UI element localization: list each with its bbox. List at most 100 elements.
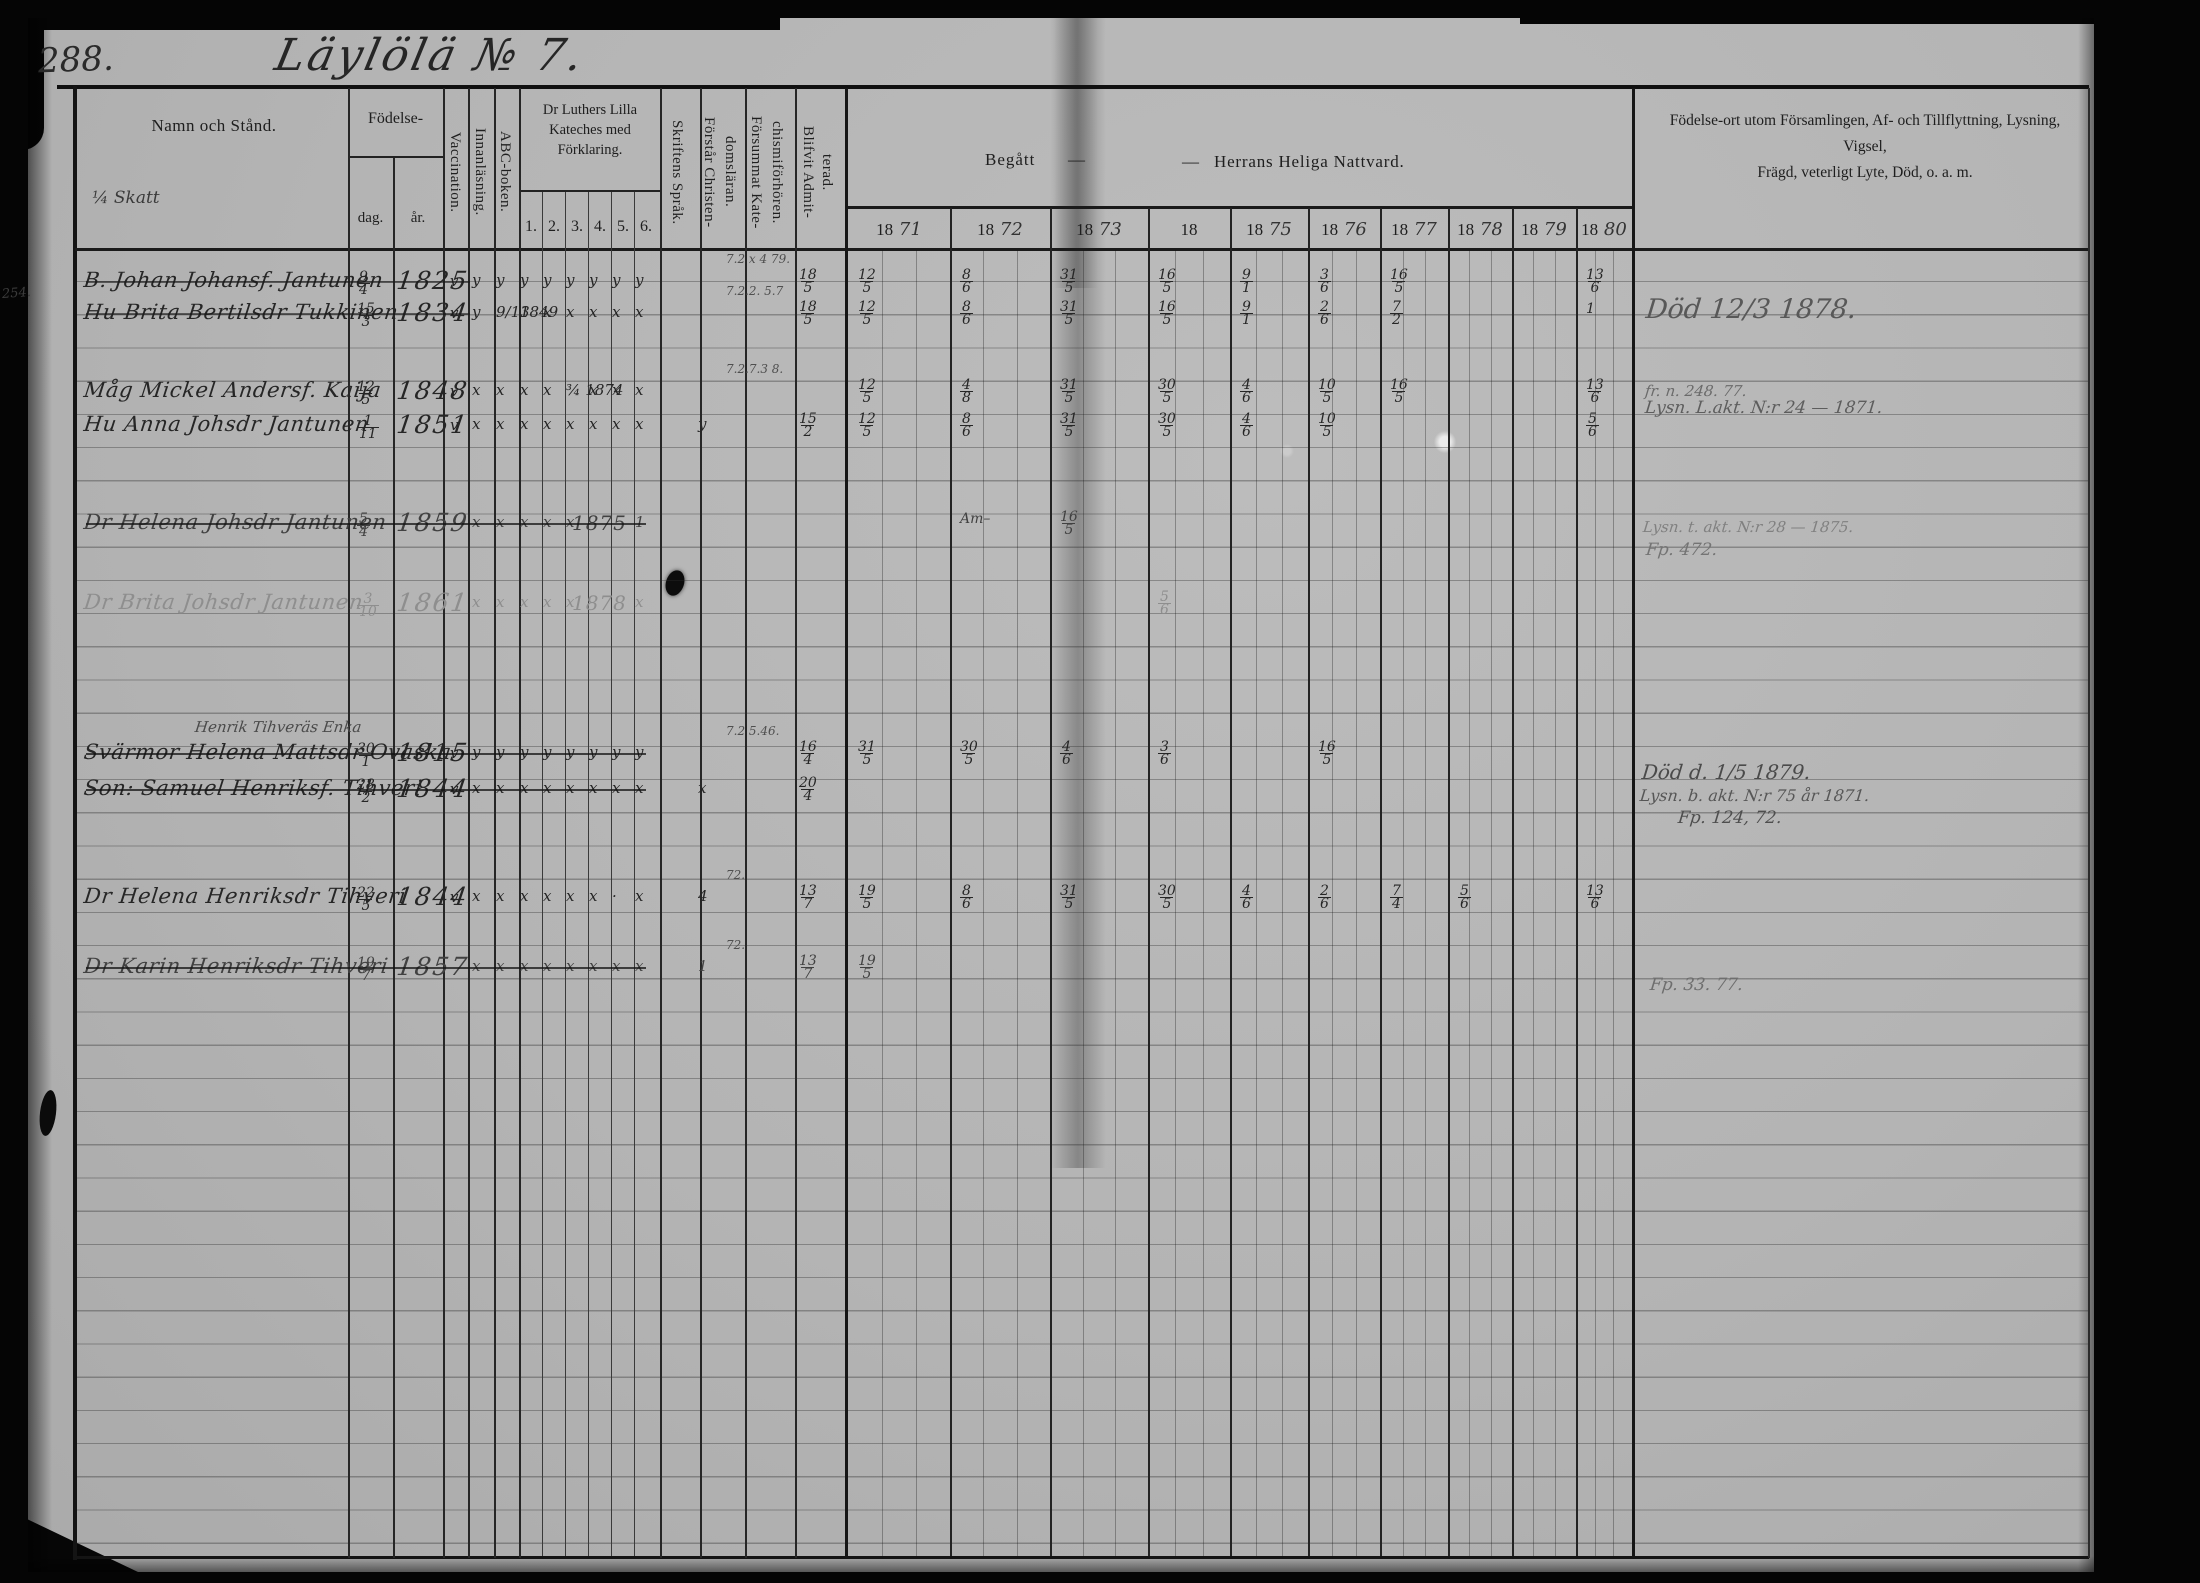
grid-line: [916, 250, 917, 1556]
kateches-mark: x: [543, 887, 552, 905]
communion-date: 31 5: [1060, 267, 1078, 296]
kateches-mark: x: [635, 303, 644, 321]
grid-line: [588, 192, 590, 1556]
page-title: Läylölä № 7.: [270, 30, 591, 81]
kateches-mark: x: [566, 957, 575, 975]
header-blifvit-line1: Blifvit Admit-: [800, 125, 816, 219]
annotation-note: Fp. 472.: [1644, 540, 1719, 560]
year-label: 18 75: [1246, 219, 1292, 240]
header-skriftens-sprak: Skriftens Språk.: [669, 119, 685, 225]
fold-crease: [1050, 18, 1106, 1168]
scan-edge-top-right: [1520, 0, 2200, 24]
kateches-mark: y: [635, 271, 644, 289]
kateches-mark: x: [472, 415, 481, 433]
sprak-mark: 4: [698, 887, 708, 905]
kateches-mark: 1: [635, 513, 645, 531]
kateches-mark: x: [566, 513, 575, 531]
grid-line: [845, 206, 1632, 209]
admitted-date: 18 5: [799, 267, 817, 296]
sprak-note: 72.: [726, 868, 746, 882]
annotation-note: Lysn. L.akt. N:r 24 — 1871.: [1643, 398, 1884, 418]
grid-line: [1491, 250, 1492, 1556]
grid-line: [795, 88, 797, 1558]
grid-line: [348, 156, 443, 158]
paper-fleck-small: [1280, 444, 1294, 458]
kateches-mark: x: [472, 513, 481, 531]
kateches-mark: x: [543, 513, 552, 531]
birth-day: 28 2: [357, 777, 375, 806]
admitted-date: 20 4: [799, 775, 817, 804]
row-name: Dr Helena Johsdr Jantunen: [82, 510, 389, 534]
year-label: 18 78: [1457, 219, 1503, 240]
kateches-mark: y: [543, 271, 552, 289]
kateches-mark: y: [566, 743, 575, 761]
grid-line: [348, 88, 350, 1558]
communion-date: 16 5: [1158, 299, 1176, 328]
birth-year: 1861: [394, 588, 471, 617]
year-label: 18 79: [1521, 219, 1567, 240]
kateches-mark: x: [612, 415, 621, 433]
year-label: 18 76: [1321, 219, 1367, 240]
grid-line: [1115, 250, 1116, 1556]
communion-date: 31 5: [858, 739, 876, 768]
communion-date: 30 5: [960, 739, 978, 768]
kateches-mark: x: [543, 593, 552, 611]
grid-line: [1403, 250, 1404, 1556]
grid-line: [1175, 250, 1176, 1556]
birth-year: 1844: [394, 882, 471, 911]
communion-date: 13 6: [1586, 267, 1604, 296]
year-label: 18 71: [876, 219, 922, 240]
header-namn: Namn och Stånd.: [151, 116, 277, 135]
communion-date: 10 5: [1318, 377, 1336, 406]
year-label: 18: [1180, 220, 1198, 239]
vaccination-mark: v: [450, 382, 459, 400]
grid-line: [443, 88, 445, 1558]
grid-line: [86, 753, 646, 756]
communion-date: 19 5: [858, 953, 876, 982]
kateches-mark: x: [635, 779, 644, 797]
communion-date: 16 5: [1390, 377, 1408, 406]
kateches-mark: y: [472, 303, 481, 321]
communion-date: 12 5: [858, 377, 876, 406]
row-name: Måg Mickel Andersf. Kaija: [82, 378, 383, 402]
kateches-mark: x: [566, 887, 575, 905]
annotation-note: Lysn. t. akt. N:r 28 — 1875.: [1642, 518, 1855, 536]
grid-line: [468, 88, 470, 1558]
grid-line: [1380, 208, 1382, 1556]
kateches-mark: x: [496, 513, 505, 531]
kateches-mark: x: [543, 303, 552, 321]
kateches-mark: y: [612, 743, 621, 761]
grid-line: [1555, 250, 1556, 1556]
kateches-mark: y: [496, 743, 505, 761]
grid-line: [1017, 250, 1018, 1556]
header-begatt: Begått: [985, 150, 1036, 169]
header-forstar-line2: domsläran.: [722, 136, 738, 208]
fold-crease-top: [1054, 18, 1098, 288]
grid-line: [86, 313, 470, 315]
kateches-mark: x: [635, 381, 644, 399]
kateches-mark: x: [589, 779, 598, 797]
kateches-mark: x: [520, 593, 529, 611]
kateches-mark: y: [520, 271, 529, 289]
gutter-shadow: [28, 18, 52, 1572]
grid-line: [1533, 250, 1534, 1556]
grid-line: [1308, 208, 1310, 1556]
year-label: 18 77: [1391, 219, 1437, 240]
kateches-col-number: 3.: [571, 218, 583, 235]
row-name: Dr Brita Johsdr Jantunen: [82, 590, 365, 614]
kateches-mark: x: [496, 381, 505, 399]
kateches-mark: x: [566, 593, 575, 611]
communion-date: 31 5: [1060, 299, 1078, 328]
grid-line: [1203, 250, 1204, 1556]
communion-date: 13 6: [1586, 377, 1604, 406]
sprak-note: 72.: [726, 938, 746, 952]
kateches-mark: x: [496, 779, 505, 797]
grid-line: [1332, 250, 1333, 1556]
birth-year: 1848: [394, 376, 471, 405]
row-name: Hu Brita Bertilsdr Tukkinen: [82, 300, 400, 324]
sprak-note: 7.2.7.3 8.: [726, 362, 784, 376]
scan-edge-bottom: [0, 1572, 2200, 1583]
